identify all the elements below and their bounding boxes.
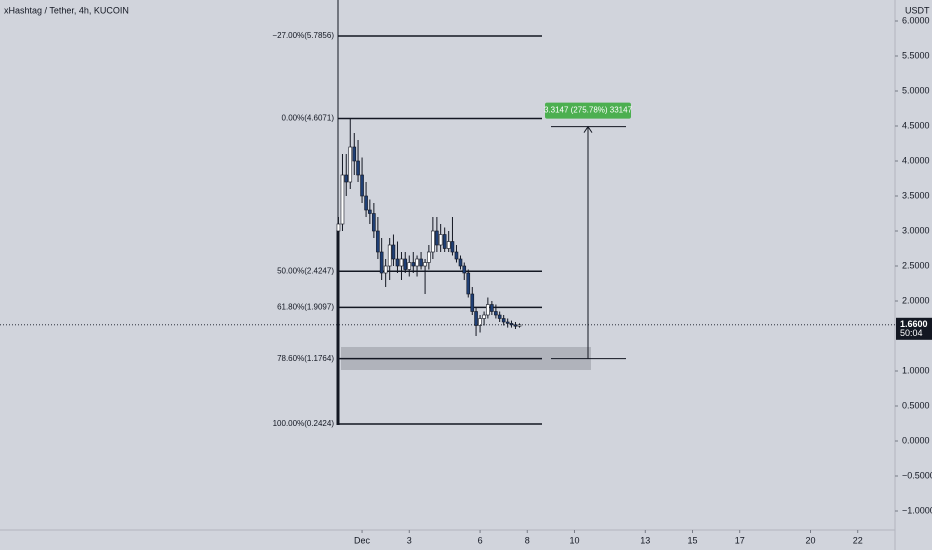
candle-body bbox=[364, 195, 368, 211]
y-tick-label: 4.0000 bbox=[902, 155, 930, 165]
candle-body bbox=[486, 304, 490, 316]
x-tick-label: 8 bbox=[525, 535, 530, 545]
measure-label: 3.3147 (275.78%) 33147 bbox=[544, 106, 633, 115]
candle-body bbox=[509, 323, 514, 326]
candle-body bbox=[501, 318, 506, 323]
candle-body bbox=[336, 223, 341, 232]
countdown: 50:04 bbox=[900, 328, 923, 338]
x-tick-label: 10 bbox=[569, 535, 579, 545]
chart-title: xHashtag / Tether, 4h, KUCOIN bbox=[4, 5, 129, 15]
candle-body bbox=[403, 258, 408, 270]
candle-body bbox=[387, 244, 392, 267]
candle-body bbox=[454, 251, 459, 260]
candle-body bbox=[415, 258, 419, 267]
x-tick-label: 17 bbox=[735, 535, 745, 545]
last-price-label: 1.6600 bbox=[900, 319, 928, 329]
fib-label: 0.00%(4.6071) bbox=[282, 114, 335, 123]
candle-body bbox=[513, 324, 518, 327]
candle-body bbox=[427, 251, 431, 263]
candle-body bbox=[372, 213, 376, 232]
candle-body bbox=[446, 241, 451, 249]
candle-body bbox=[411, 262, 416, 267]
x-tick-label: 15 bbox=[687, 535, 697, 545]
x-tick-label: 20 bbox=[805, 535, 815, 545]
fib-label: 61.80%(1.9097) bbox=[277, 302, 334, 311]
last-price-box bbox=[896, 317, 932, 340]
measure-label-box bbox=[545, 102, 631, 119]
candle-body bbox=[407, 262, 412, 270]
candle-body bbox=[497, 314, 502, 319]
candle-body bbox=[458, 258, 463, 267]
y-tick-label: 4.5000 bbox=[902, 120, 930, 130]
arrow-head bbox=[583, 125, 593, 133]
candle-body bbox=[478, 318, 482, 326]
candle-body bbox=[482, 314, 486, 319]
y-tick-label: 3.0000 bbox=[902, 225, 930, 235]
candle-body bbox=[423, 262, 427, 267]
candle-body bbox=[399, 258, 404, 267]
y-tick-label: 1.0000 bbox=[902, 365, 930, 375]
candle-body bbox=[466, 272, 471, 295]
fib-label: 50.00%(2.4247) bbox=[277, 266, 334, 275]
candle-body bbox=[442, 234, 447, 249]
candle-body bbox=[344, 174, 349, 183]
x-tick-label: 22 bbox=[853, 535, 863, 545]
x-tick-label: 3 bbox=[407, 535, 412, 545]
candle-body bbox=[395, 258, 400, 267]
candle-body bbox=[450, 241, 455, 253]
x-tick-label: 6 bbox=[478, 535, 483, 545]
candle-body bbox=[368, 209, 372, 214]
y-tick-label: 0.5000 bbox=[902, 400, 930, 410]
y-tick-label: 3.5000 bbox=[902, 190, 930, 200]
candle-body bbox=[438, 234, 443, 246]
candle-body bbox=[391, 244, 396, 260]
y-tick-label: 5.0000 bbox=[902, 85, 930, 95]
candle-body bbox=[348, 146, 353, 183]
y-tick-label: 2.5000 bbox=[902, 260, 930, 270]
y-tick-label: −0.5000 bbox=[902, 470, 932, 480]
candle-body bbox=[474, 311, 478, 326]
candle-body bbox=[435, 230, 439, 246]
candle-body bbox=[419, 258, 423, 267]
candle-body bbox=[383, 265, 388, 274]
candle-body bbox=[490, 304, 494, 312]
candle-body bbox=[505, 321, 510, 324]
candle-body bbox=[340, 174, 345, 225]
candle-body bbox=[462, 265, 467, 274]
candle-body bbox=[379, 251, 384, 274]
candle-body bbox=[494, 311, 498, 316]
fib-label: −27.00%(5.7856) bbox=[272, 31, 334, 40]
candle-body bbox=[356, 160, 360, 176]
candle-body bbox=[470, 293, 475, 312]
fib-label: 100.00%(0.2424) bbox=[273, 419, 335, 428]
candle-body bbox=[360, 174, 364, 197]
x-tick-label: Dec bbox=[354, 535, 371, 545]
y-tick-label: 5.5000 bbox=[902, 50, 930, 60]
y-tick-label: 2.0000 bbox=[902, 295, 930, 305]
y-tick-label: 0.0000 bbox=[902, 435, 930, 445]
x-tick-label: 13 bbox=[640, 535, 650, 545]
y-tick-label: 6.0000 bbox=[902, 15, 930, 25]
fib-label: 78.60%(1.1764) bbox=[277, 354, 334, 363]
y-tick-label: −1.0000 bbox=[902, 505, 932, 515]
candle-body bbox=[352, 146, 357, 162]
candle-body bbox=[376, 230, 380, 253]
candle-body bbox=[431, 230, 435, 253]
axis-unit: USDT bbox=[905, 5, 930, 15]
